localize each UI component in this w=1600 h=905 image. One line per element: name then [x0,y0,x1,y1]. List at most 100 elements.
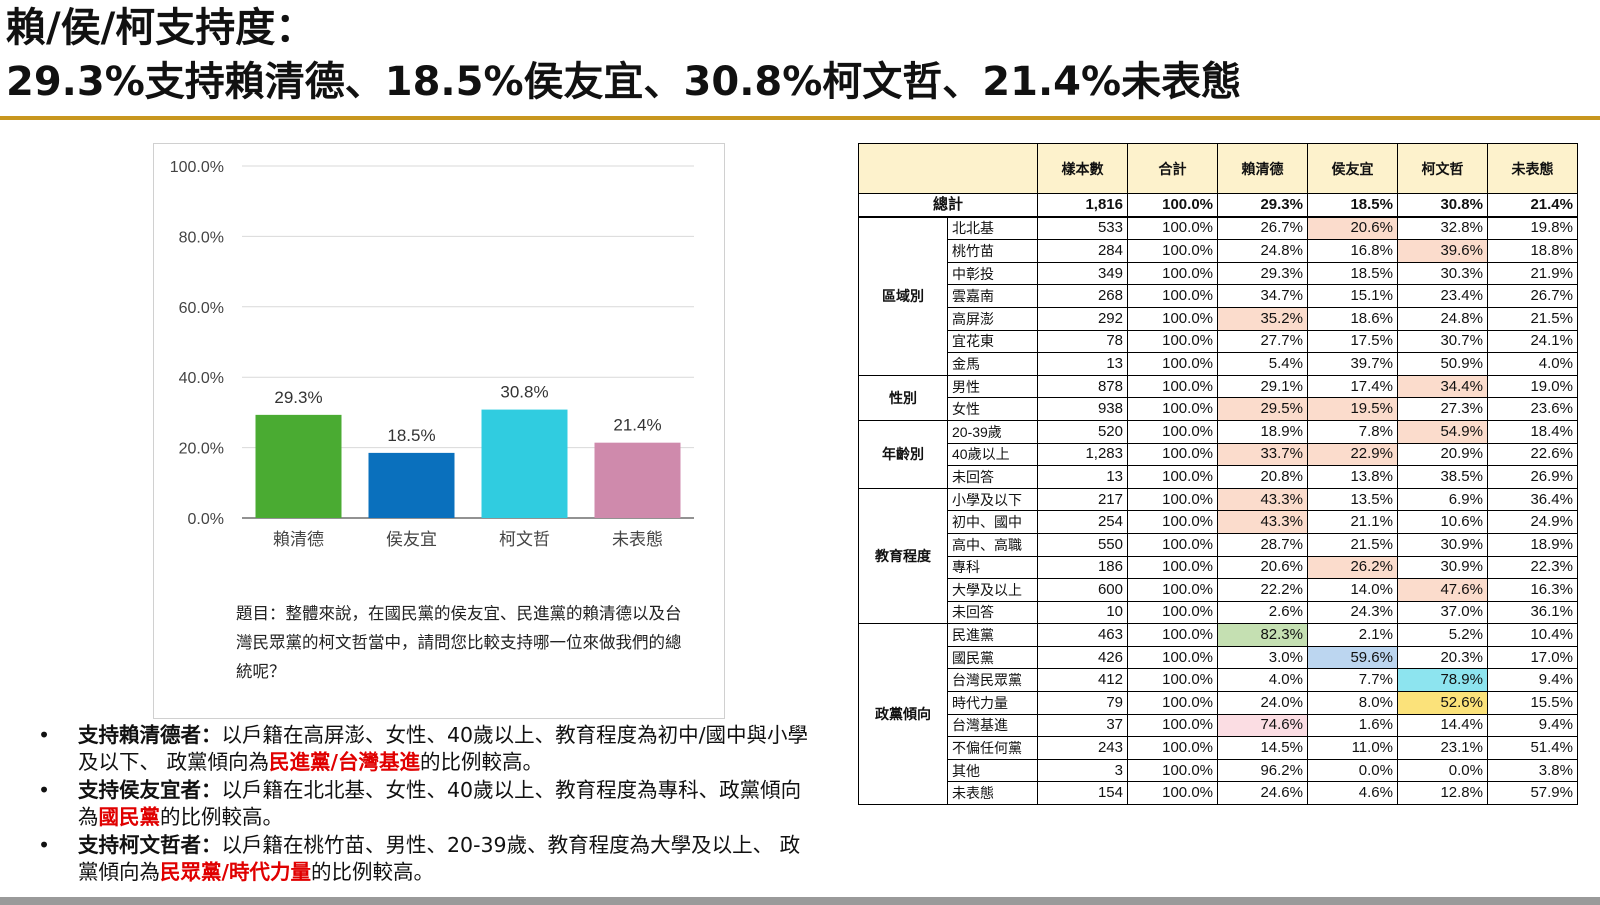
row-label: 宜花東 [947,329,1038,354]
table-cell: 15.5% [1487,691,1578,715]
table-cell: 59.6% [1307,645,1398,670]
table-cell: 268 [1037,284,1128,308]
table-row: 專科 186 100.0% 20.6% 26.2% 30.9% 22.3% [859,555,1578,580]
table-cell: 20.8% [1217,465,1308,489]
table-cell: 100.0% [1127,645,1218,670]
table-total-row: 總計 1,816 100.0% 29.3% 18.5% 30.8% 21.4% [858,192,1578,218]
table-cell: 12.8% [1397,781,1488,806]
row-label: 20-39歲 [947,419,1038,444]
table-cell: 18.9% [1217,419,1308,444]
table-cell: 30.7% [1397,329,1488,354]
table-cell: 18.5% [1307,261,1398,286]
table-cell: 37 [1037,713,1128,738]
row-label: 女性 [947,397,1038,421]
table-cell: 20.3% [1397,645,1488,670]
row-label: 大學及以上 [947,578,1038,602]
table-row: 桃竹苗 284 100.0% 24.8% 16.8% 39.6% 18.8% [859,239,1578,263]
table-cell: 24.9% [1487,510,1578,534]
table-cell: 21.1% [1307,510,1398,534]
table-cell: 22.9% [1307,442,1398,467]
footer-bar [0,897,1600,905]
bar-4 [594,442,681,518]
table-cell: 217 [1037,487,1128,512]
table-cell: 17.5% [1307,329,1398,354]
table-row: 其他 3 100.0% 96.2% 0.0% 0.0% 3.8% [859,758,1578,783]
group-label: 性別 [858,374,948,421]
table-cell: 8.0% [1307,691,1398,715]
table-cell: 96.2% [1217,758,1308,783]
table-cell: 54.9% [1397,419,1488,444]
table-header-cell: 侯友宜 [1307,143,1398,194]
table-cell: 57.9% [1487,781,1578,806]
total-value: 21.4% [1487,192,1578,218]
table-cell: 292 [1037,306,1128,331]
x-tick-label: 侯友宜 [386,530,437,550]
table-header-cell: 賴清德 [1217,143,1308,194]
table-cell: 4.6% [1307,781,1398,806]
table-cell: 100.0% [1127,578,1218,602]
table-header-cell: 樣本數 [1037,143,1128,194]
table-cell: 19.0% [1487,374,1578,399]
row-label: 國民黨 [947,645,1038,670]
table-cell: 18.8% [1487,239,1578,263]
table-cell: 21.9% [1487,261,1578,286]
row-label: 小學及以下 [947,487,1038,512]
total-value: 30.8% [1397,192,1488,218]
table-cell: 938 [1037,397,1128,421]
page-title-line2: 29.3%支持賴清德、18.5%侯友宜、30.8%柯文哲、21.4%未表態 [6,59,1242,105]
table-cell: 23.1% [1397,736,1488,760]
bar-2 [368,452,455,518]
table-cell: 7.7% [1307,668,1398,693]
table-cell: 100.0% [1127,532,1218,557]
row-label: 40歲以上 [947,442,1038,467]
table-cell: 100.0% [1127,352,1218,376]
table-cell: 23.6% [1487,397,1578,421]
table-cell: 16.8% [1307,239,1398,263]
table-cell: 100.0% [1127,781,1218,806]
bullet-dot: • [38,833,51,857]
table-row: 台灣民眾黨 412 100.0% 4.0% 7.7% 78.9% 9.4% [859,668,1578,693]
table-cell: 27.3% [1397,397,1488,421]
table-cell: 3.0% [1217,645,1308,670]
table-cell: 9.4% [1487,713,1578,738]
table-cell: 186 [1037,555,1128,580]
table-cell: 100.0% [1127,713,1218,738]
table-cell: 533 [1037,216,1128,241]
table-cell: 6.9% [1397,487,1488,512]
row-label: 初中、國中 [947,510,1038,534]
table-cell: 24.6% [1217,781,1308,806]
table-row: 雲嘉南 268 100.0% 34.7% 15.1% 23.4% 26.7% [859,284,1578,308]
finding-text: 以戶籍在桃竹苗、男性、20-39歲、教育程度為大學及以上、 政黨傾向為 [78,833,801,884]
table-cell: 18.9% [1487,532,1578,557]
table-row: 中彰投 349 100.0% 29.3% 18.5% 30.3% 21.9% [859,261,1578,286]
row-label: 金馬 [947,352,1038,376]
table-cell: 5.4% [1217,352,1308,376]
table-cell: 520 [1037,419,1128,444]
finding-lead: 支持賴清德者： [78,723,222,747]
row-label: 北北基 [947,216,1038,241]
table-cell: 3.8% [1487,758,1578,783]
table-cell: 100.0% [1127,261,1218,286]
table-cell: 154 [1037,781,1128,806]
table-cell: 100.0% [1127,736,1218,760]
table-cell: 100.0% [1127,555,1218,580]
table-cell: 14.0% [1307,578,1398,602]
table-cell: 22.3% [1487,555,1578,580]
row-label: 時代力量 [947,691,1038,715]
table-cell: 38.5% [1397,465,1488,489]
group-label: 政黨傾向 [858,623,948,806]
row-label: 男性 [947,374,1038,399]
table-cell: 100.0% [1127,284,1218,308]
table-row: 高屏澎 292 100.0% 35.2% 18.6% 24.8% 21.5% [859,306,1578,331]
table-cell: 29.3% [1217,261,1308,286]
finding-text: 以戶籍在高屏澎、女性、40歲以上、教育程度為初中/國中與小學及以下、 政黨傾向為 [78,723,808,774]
table-cell: 100.0% [1127,216,1218,241]
finding-ko: • 支持柯文哲者：以戶籍在桃竹苗、男性、20-39歲、教育程度為大學及以上、 政黨… [38,832,818,886]
table-cell: 32.8% [1397,216,1488,241]
row-label: 不偏任何黨 [947,736,1038,760]
table-cell: 4.0% [1487,352,1578,376]
table-cell: 26.7% [1217,216,1308,241]
total-value: 18.5% [1307,192,1398,218]
table-cell: 24.8% [1217,239,1308,263]
table-cell: 33.7% [1217,442,1308,467]
